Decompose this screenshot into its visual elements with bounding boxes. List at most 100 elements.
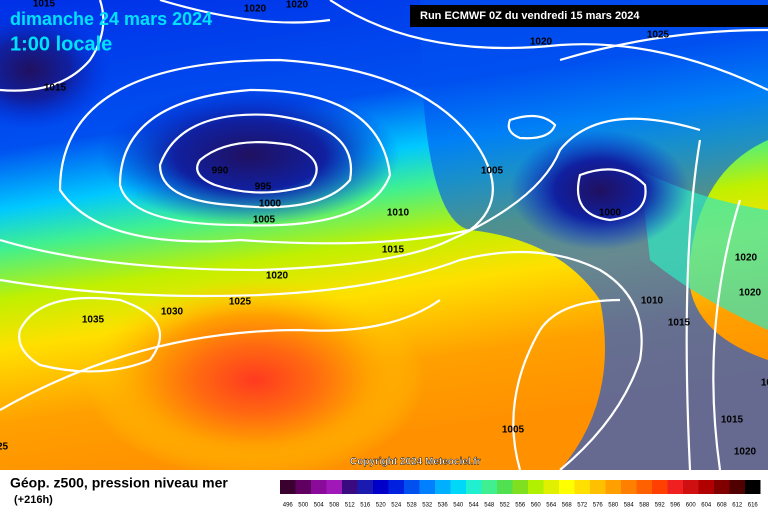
isobar-label: 1000 [259, 199, 282, 210]
legend-label: 540 [453, 503, 464, 509]
legend-swatch [636, 480, 652, 494]
legend-swatch [311, 480, 327, 494]
map-time: 1:00 locale [10, 33, 112, 55]
isobar-labels: 1015 1020 1020 1025 1020 1015 990 995 1000 1005 10… [0, 0, 768, 458]
legend-swatch [652, 480, 668, 494]
legend-label: 616 [748, 503, 759, 509]
legend-label: 604 [701, 503, 712, 509]
legend-label: 600 [686, 503, 697, 509]
isobar-label: 1015 [668, 318, 691, 329]
isobar-label: 1015 [721, 415, 744, 426]
isobar-label: 1025 [229, 297, 252, 308]
copyright: Copyright 2024 Meteociel.fr [350, 457, 481, 468]
legend-label: 588 [639, 503, 650, 509]
legend-swatch [497, 480, 513, 494]
legend-swatch [559, 480, 575, 494]
legend-swatch [729, 480, 745, 494]
low-blob3 [510, 130, 690, 250]
legend-swatch [450, 480, 466, 494]
isobar-label: 1015 [33, 0, 56, 10]
legend-label: 524 [391, 503, 402, 509]
footer-lead: (+216h) [14, 494, 53, 506]
legend-label: 576 [593, 503, 604, 509]
legend-label: 532 [422, 503, 433, 509]
legend-swatch [683, 480, 699, 494]
legend-swatch [590, 480, 606, 494]
isobar-label: 1000 [599, 208, 622, 219]
warm-blob [85, 280, 425, 480]
isobar-label: 1020 [734, 447, 757, 458]
isobar-label: 1015 [44, 83, 67, 94]
footer-title: Géop. z500, pression niveau mer [10, 475, 228, 491]
isobar-label: 1020 [739, 288, 762, 299]
map-title: dimanche 24 mars 2024 [10, 9, 212, 29]
legend: 496 500 504 508 512 516 520 524 528 532 536 540 544 5… [280, 480, 761, 509]
isobar-label: 1020 [735, 253, 758, 264]
legend-swatch [280, 480, 296, 494]
isobar-label: 1015 [382, 245, 405, 256]
legend-swatch [745, 480, 761, 494]
run-text: Run ECMWF 0Z du vendredi 15 mars 2024 [420, 10, 640, 22]
legend-swatch [419, 480, 435, 494]
legend-label: 572 [577, 503, 588, 509]
isobar-label: 1020 [530, 37, 553, 48]
legend-label: 544 [469, 503, 480, 509]
legend-swatch [404, 480, 420, 494]
legend-swatch [621, 480, 637, 494]
legend-label: 520 [376, 503, 387, 509]
legend-swatch [342, 480, 358, 494]
isobar-label: 1020 [286, 0, 309, 11]
legend-label: 568 [562, 503, 573, 509]
legend-swatch [543, 480, 559, 494]
legend-label: 496 [283, 503, 294, 509]
isobar-label: 1005 [481, 166, 504, 177]
low-blob [100, 85, 400, 225]
legend-swatch [512, 480, 528, 494]
legend-label: 612 [732, 503, 743, 509]
legend-swatch [326, 480, 342, 494]
isobar-label: 990 [212, 166, 229, 177]
legend-label: 580 [608, 503, 619, 509]
isobar-label: 1020 [244, 4, 267, 15]
legend-label: 584 [624, 503, 635, 509]
legend-label: 548 [484, 503, 495, 509]
legend-label: 560 [531, 503, 542, 509]
legend-swatch [698, 480, 714, 494]
run-box [410, 5, 768, 27]
legend-swatch [373, 480, 389, 494]
legend-label: 592 [655, 503, 666, 509]
legend-swatch [714, 480, 730, 494]
isobar-label: 1010 [387, 208, 410, 219]
isobar-label: 1025 [647, 30, 670, 41]
isobar-label: 1025 [0, 442, 9, 453]
legend-swatch [574, 480, 590, 494]
legend-label: 512 [345, 503, 356, 509]
low-blob2 [0, 10, 110, 130]
isobar-label: 1020 [761, 378, 768, 389]
legend-label: 536 [438, 503, 449, 509]
legend-swatch [481, 480, 497, 494]
isobar-label: 1030 [161, 307, 184, 318]
legend-label: 596 [670, 503, 681, 509]
legend-label: 608 [717, 503, 728, 509]
legend-label: 556 [515, 503, 526, 509]
legend-label: 516 [360, 503, 371, 509]
legend-swatch [605, 480, 621, 494]
isobar-label: 1020 [266, 271, 289, 282]
isobar-label: 1035 [82, 315, 105, 326]
legend-swatch [388, 480, 404, 494]
legend-label: 552 [500, 503, 511, 509]
isobars [0, 0, 768, 470]
legend-swatch [466, 480, 482, 494]
legend-label: 528 [407, 503, 418, 509]
isobar-label: 995 [255, 182, 272, 193]
legend-swatch [435, 480, 451, 494]
isobar-label: 1005 [502, 425, 525, 436]
isobar-label: 1010 [641, 296, 664, 307]
legend-swatch [528, 480, 544, 494]
legend-swatch [357, 480, 373, 494]
legend-label: 500 [298, 503, 309, 509]
legend-label: 564 [546, 503, 557, 509]
